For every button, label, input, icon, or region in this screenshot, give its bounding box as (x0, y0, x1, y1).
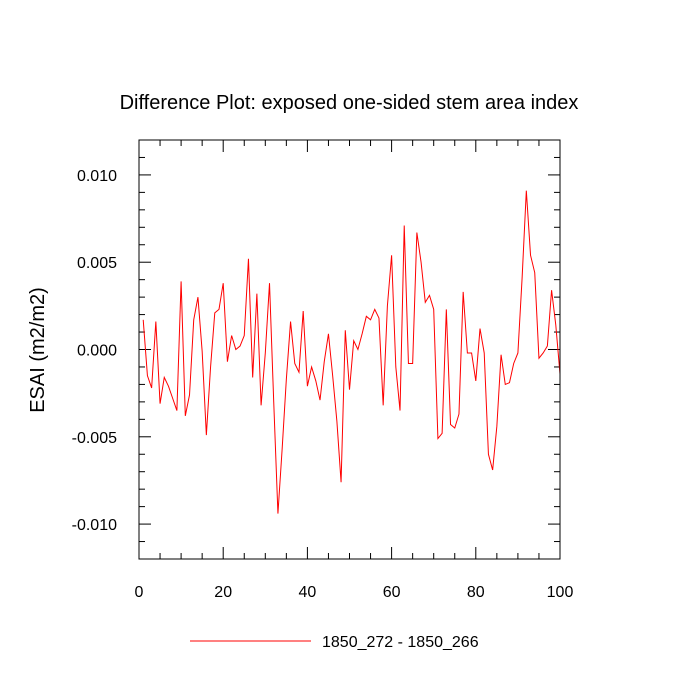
y-tick-label: 0.005 (77, 255, 117, 272)
x-tick-label: 0 (135, 584, 144, 601)
x-tick-label: 100 (547, 584, 574, 601)
chart-title: Difference Plot: exposed one-sided stem … (120, 92, 579, 114)
y-tick-label: -0.005 (72, 430, 117, 447)
y-tick-label: 0.010 (77, 168, 117, 185)
legend-entry-label: 1850_272 - 1850_266 (322, 634, 479, 651)
x-tick-label: 20 (214, 584, 232, 601)
series-group (142, 190, 561, 514)
x-tick-label: 60 (383, 584, 401, 601)
x-tick-label: 80 (467, 584, 485, 601)
y-axis-label: ESAI (m2/m2) (27, 287, 49, 413)
y-tick-label: 0.000 (77, 343, 117, 360)
plot-frame (138, 139, 561, 560)
tick-labels: 0 20 40 60 80 100 -0.010 -0.005 0.000 0.005 0.010 (72, 168, 574, 601)
series-line (142, 190, 561, 514)
x-tick-label: 40 (299, 584, 317, 601)
legend: 1850_272 - 1850_266 (190, 634, 479, 651)
y-tick-label: -0.010 (72, 517, 117, 534)
